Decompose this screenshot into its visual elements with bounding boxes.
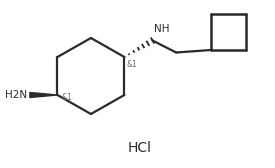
Text: NH: NH — [153, 25, 169, 34]
Text: &1: &1 — [61, 93, 72, 102]
Polygon shape — [30, 93, 57, 97]
Text: &1: &1 — [126, 60, 137, 69]
Text: H2N: H2N — [5, 90, 27, 100]
Text: HCl: HCl — [127, 141, 151, 155]
